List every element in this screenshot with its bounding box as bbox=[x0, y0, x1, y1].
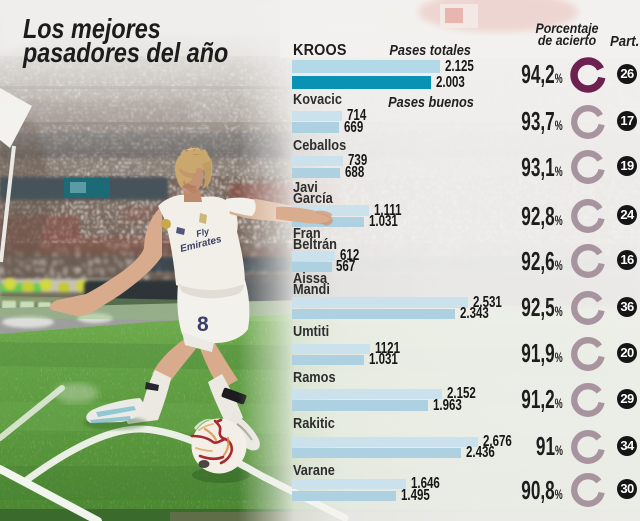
svg-text:Fly: Fly bbox=[195, 226, 211, 239]
svg-text:8: 8 bbox=[197, 313, 209, 336]
